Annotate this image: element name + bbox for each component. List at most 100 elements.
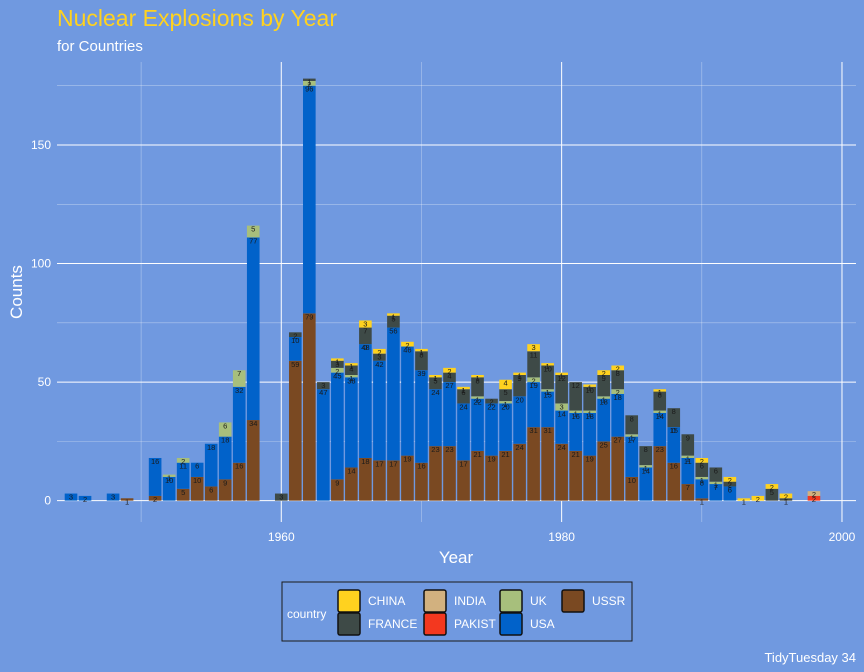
bar-france-1981	[569, 382, 582, 411]
legend-swatch-ussr	[561, 589, 585, 613]
bar-ussr-1971	[429, 446, 442, 501]
legend: country CHINA FRANCE INDIA PAKIST UK USA USSR	[281, 581, 633, 642]
bar-china-1982	[583, 384, 596, 387]
bar-china-1995	[765, 484, 779, 489]
bar-china-1971	[429, 374, 442, 378]
bar-label-france-1977: 9	[517, 374, 521, 383]
bar-label-china-1994: 2	[756, 495, 760, 504]
bar-china-1996	[779, 493, 793, 499]
bar-label-ussr-1966: 18	[361, 457, 369, 466]
bar-label-china-1990: 2	[700, 457, 704, 466]
bar-label-usa-1973: 24	[459, 402, 467, 411]
bar-label-usa-1953: 11	[179, 462, 187, 471]
bar-label-usa-1957: 32	[235, 386, 243, 395]
bar-label-france-1991: 6	[714, 466, 718, 475]
bar-uk-1985	[625, 434, 639, 437]
bar-label-france-1986: 8	[644, 445, 648, 454]
bar-usa-1973	[457, 403, 470, 461]
bar-label-china-1983: 2	[602, 369, 606, 378]
bar-label-france-1967: 3	[377, 353, 381, 362]
bar-label-usa-1967: 42	[375, 360, 383, 369]
bar-china-1984	[611, 365, 625, 371]
bar-label-uk-1984: 2	[616, 388, 620, 397]
bar-label-uk-1982: 1	[588, 410, 592, 419]
bar-label-usa-1980: 14	[557, 410, 565, 419]
bar-ussr-1954	[190, 476, 204, 501]
bar-ussr-1976	[499, 450, 512, 501]
bar-label-uk-1962: 2	[307, 80, 311, 89]
bar-france-1995	[765, 488, 779, 501]
bar-label-china-1978: 3	[532, 343, 536, 352]
bar-label-france-1974: 8	[475, 376, 479, 385]
bar-label-usa-1976: 20	[501, 402, 509, 411]
bar-uk-1984	[611, 389, 625, 394]
bar-ussr-1987	[653, 446, 667, 501]
bar-label-china-1968: 1	[391, 312, 395, 321]
bar-label-ussr-1955: 6	[209, 485, 213, 494]
bar-usa-1967	[373, 360, 386, 461]
bar-label-uk-1965: 1	[349, 374, 353, 383]
bar-france-1984	[611, 370, 625, 390]
bar-usa-1988	[667, 427, 681, 463]
bar-ussr-1988	[667, 462, 681, 501]
bar-ussr-1978	[527, 427, 540, 501]
bar-france-1990	[695, 462, 709, 477]
bar-label-ussr-1988: 16	[670, 462, 678, 471]
bar-ussr-1979	[541, 427, 554, 501]
bar-uk-1976	[499, 401, 512, 404]
bar-usa-1955	[204, 443, 218, 487]
bar-label-usa-1952: 10	[165, 476, 173, 485]
bar-label-usa-1991: 7	[714, 483, 718, 492]
bar-france-1977	[513, 374, 526, 397]
bar-label-ussr-1974: 21	[473, 450, 481, 459]
bar-label-ussr-1957: 16	[235, 462, 243, 471]
bar-label-usa-1990: 8	[700, 478, 704, 487]
bar-usa-1952	[162, 476, 176, 501]
legend-label-china: CHINA	[368, 594, 405, 608]
bar-label-usa-1945: 3	[69, 493, 73, 502]
bar-india-1998	[807, 491, 821, 496]
bar-usa-1969	[401, 346, 414, 456]
bar-china-1976	[499, 379, 512, 390]
bar-ussr-1967	[373, 460, 386, 501]
bar-label-china-1971: 1	[433, 374, 437, 383]
bar-label-ussr-1949: 1	[125, 497, 129, 506]
bar-label-ussr-1962: 79	[305, 312, 313, 321]
bar-china-1987	[653, 389, 667, 392]
legend-swatch-india	[423, 589, 447, 613]
bar-label-china-1967: 2	[377, 348, 381, 357]
bar-uk-1958	[246, 225, 260, 238]
bar-ussr-1956	[218, 479, 232, 501]
bar-usa-1983	[597, 398, 610, 442]
bar-label-ussr-1985: 10	[628, 476, 636, 485]
bar-label-uk-1985: 1	[630, 433, 634, 442]
bar-label-ussr-1967: 17	[375, 459, 383, 468]
bar-france-1966	[359, 327, 372, 345]
bar-label-china-1993: 1	[742, 497, 746, 506]
bar-france-1974	[471, 377, 484, 397]
bar-ussr-1965	[345, 467, 358, 501]
bar-label-usa-1951: 16	[151, 457, 159, 466]
bar-ussr-1977	[513, 443, 526, 501]
bar-france-1989	[681, 434, 695, 456]
bar-label-china-1972: 2	[447, 367, 451, 376]
x-tick-label: 1960	[268, 530, 295, 544]
bar-usa-1954	[190, 462, 204, 477]
bar-label-france-1972: 4	[447, 372, 451, 381]
bar-ussr-1953	[176, 488, 190, 501]
bar-label-france-1960: 3	[279, 493, 283, 502]
bar-label-ussr-1956: 9	[223, 478, 227, 487]
bar-france-1973	[457, 389, 470, 404]
bar-label-china-1995: 2	[770, 483, 774, 492]
bar-label-france-1964: 3	[335, 360, 339, 369]
bar-label-usa-1972: 27	[445, 381, 453, 390]
bar-label-china-1969: 2	[405, 341, 409, 350]
bar-label-usa-1975: 22	[487, 402, 495, 411]
bar-label-france-1984: 8	[616, 369, 620, 378]
bar-label-usa-1985: 17	[628, 436, 636, 445]
bar-usa-1979	[541, 391, 554, 428]
bar-label-usa-1992: 6	[728, 485, 732, 494]
bar-usa-1977	[513, 396, 526, 444]
bar-label-ussr-1958: 34	[249, 419, 257, 428]
